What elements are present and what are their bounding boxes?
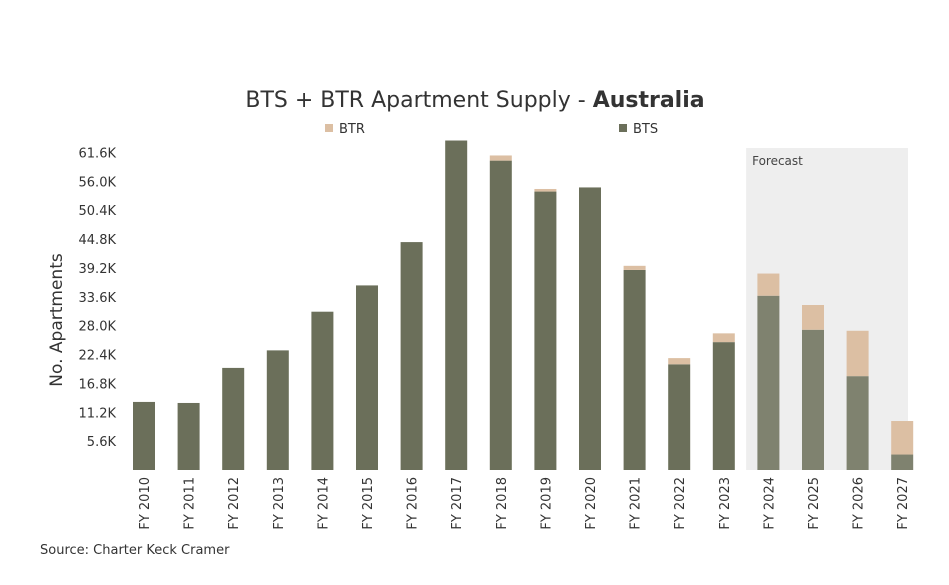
x-tick-label: FY 2015 [361,477,376,530]
x-tick-label: FY 2013 [272,477,287,530]
bar-bts [757,295,780,470]
x-tick-label: FY 2022 [673,477,688,530]
y-tick-label: 28.0K [79,320,117,335]
bar-btr [668,358,691,365]
x-tick-label: FY 2020 [584,477,599,530]
bar-btr [802,305,824,330]
chart-title: BTS + BTR Apartment Supply - Australia [245,88,704,113]
y-tick-label: 22.4K [79,349,117,364]
bar-bts [623,269,646,470]
bar-bts [846,376,869,470]
bar-bts [534,191,557,470]
x-tick-label: FY 2027 [896,477,911,530]
x-tick-label: FY 2021 [629,477,644,530]
source-note: Source: Charter Keck Cramer [40,543,230,558]
bar-bts [400,242,423,470]
x-tick-label: FY 2026 [852,477,867,530]
bar-btr [489,155,512,161]
y-tick-label: 44.8K [79,233,117,248]
bar-bts [712,342,735,470]
x-tick-label: FY 2023 [718,477,733,530]
x-tick-label: FY 2011 [183,477,198,530]
bar-btr [757,273,780,296]
x-tick-label: FY 2014 [316,477,331,530]
x-tick-label: FY 2010 [138,477,153,530]
x-tick-label: FY 2024 [762,477,777,530]
bar-bts [668,364,691,470]
y-tick-label: 5.6K [87,435,117,450]
bar-bts [133,401,155,470]
chart-title-main: BTS + BTR Apartment Supply - [245,88,592,113]
y-axis-title: No. Apartments [47,253,67,387]
legend-label-bts: BTS [633,122,658,137]
bar-bts [445,140,468,470]
bar-bts [177,402,200,470]
bar-bts [891,454,914,470]
bar-bts [489,160,512,470]
bar-btr [534,188,557,192]
bar-bts [266,350,289,470]
legend-swatch-bts [619,124,627,132]
bar-bts [311,311,334,470]
legend-label-btr: BTR [339,122,365,137]
y-tick-label: 50.4K [79,204,117,219]
x-tick-label: FY 2017 [450,477,465,530]
legend-swatch-btr [325,124,333,132]
chart-title-emphasis: Australia [593,88,705,113]
x-tick-label: FY 2018 [495,477,510,530]
bar-bts [802,329,824,470]
y-tick-label: 33.6K [79,291,117,306]
x-tick-label: FY 2025 [807,477,822,530]
bar-bts [579,187,601,470]
bar-btr [891,421,914,455]
forecast-label: Forecast [752,154,803,168]
x-tick-label: FY 2019 [539,477,554,530]
y-tick-label: 56.0K [79,175,117,190]
bar-btr [712,333,735,343]
y-tick-label: 11.2K [79,406,117,421]
bar-btr [623,265,646,270]
x-tick-label: FY 2016 [406,477,421,530]
y-tick-label: 39.2K [79,262,117,277]
y-tick-label: 16.8K [79,377,117,392]
bar-btr [846,330,869,377]
x-tick-label: FY 2012 [227,477,242,530]
legend: BTR BTS [325,122,658,137]
bar-bts [222,367,245,470]
y-tick-label: 61.6K [79,146,117,161]
bar-bts [356,285,378,470]
